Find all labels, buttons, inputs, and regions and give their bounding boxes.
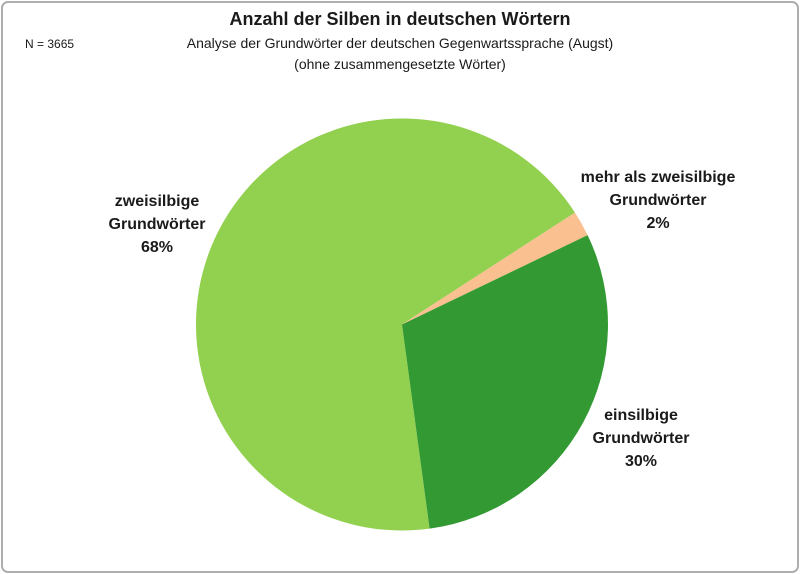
slice-label-percent: 30% xyxy=(624,453,658,470)
chart-subtitle-line1: Analyse der Grundwörter der deutschen Ge… xyxy=(186,35,614,51)
slice-label-percent: 68% xyxy=(140,239,174,256)
slice-label-name-line: Grundwörter xyxy=(108,216,206,233)
slice-label-name-line: zweisilbige xyxy=(114,193,200,210)
slice-label-einsilbige: einsilbige Grundwörter 30% xyxy=(541,404,741,473)
slice-label-name-line: Grundwörter xyxy=(592,430,690,447)
slice-label-name-line: einsilbige xyxy=(604,407,678,424)
slice-label-percent: 2% xyxy=(646,215,670,232)
pie-slice-mehr-als-zweisilbige-grundwörter xyxy=(402,212,588,325)
pie-slice-zweisilbige-grundwörter xyxy=(195,118,575,531)
chart-subtitle-line2: (ohne zusammengesetzte Wörter) xyxy=(294,56,506,72)
sample-size-label: N = 3665 xyxy=(25,37,75,51)
chart-title: Anzahl der Silben in deutschen Wörtern xyxy=(229,9,571,29)
slice-label-mehr-als-zweisilbige: mehr als zweisilbige Grundwörter 2% xyxy=(558,166,758,235)
pie-slice-einsilbige-grundwörter xyxy=(402,235,608,529)
slice-label-name-line: mehr als zweisilbige xyxy=(580,169,736,186)
slice-label-zweisilbige: zweisilbige Grundwörter 68% xyxy=(57,190,257,259)
slice-label-name-line: Grundwörter xyxy=(609,192,707,209)
